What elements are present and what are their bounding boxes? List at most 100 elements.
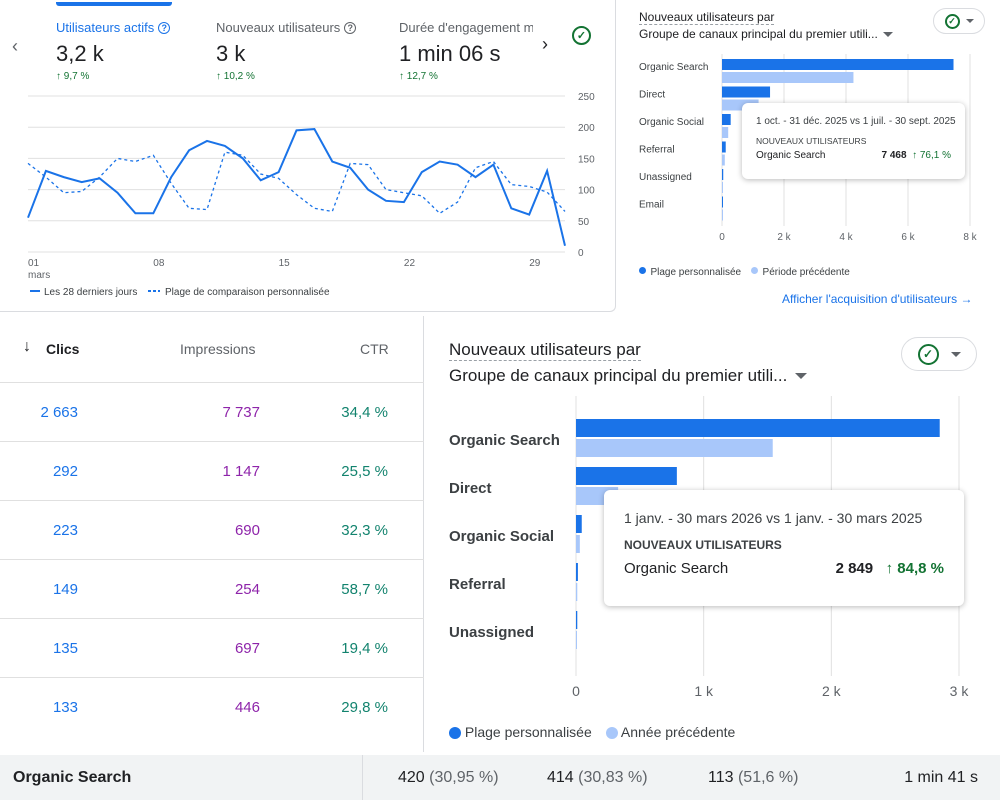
prev-arrow-button[interactable]: ‹ bbox=[12, 36, 18, 56]
cell-ctr: 34,4 % bbox=[341, 404, 388, 421]
bar-previous bbox=[576, 439, 773, 457]
bar-previous bbox=[722, 99, 759, 111]
table-row[interactable]: 133 446 29,8 % bbox=[0, 677, 424, 736]
category-label: Unassigned bbox=[639, 172, 692, 183]
legend-current: Plage personnalisée bbox=[449, 724, 592, 740]
big-bar-panel: Nouveaux utilisateurs par Groupe de cana… bbox=[430, 316, 1000, 752]
cell-clics: 133 bbox=[52, 699, 78, 716]
sort-desc-icon[interactable]: ↓ bbox=[23, 338, 31, 355]
help-icon[interactable]: ? bbox=[344, 21, 357, 34]
metric-label: Durée d'engagement m bbox=[399, 20, 533, 35]
legend-label-current: Les 28 derniers jours bbox=[44, 287, 137, 298]
row-value-4: 1 min 41 s bbox=[904, 769, 978, 786]
bar-current bbox=[722, 114, 731, 125]
legend-label-comparison: Plage de comparaison personnalisée bbox=[165, 287, 330, 298]
legend-current: Plage personnalisée bbox=[639, 262, 741, 280]
header-impressions[interactable]: Impressions bbox=[180, 341, 256, 357]
tooltip-delta: ↑ 76,1 % bbox=[912, 150, 951, 161]
category-label: Referral bbox=[639, 145, 675, 156]
bar-current bbox=[576, 467, 677, 485]
metric-value: 3 k bbox=[216, 41, 246, 66]
big-legend: Plage personnalisée Année précédente bbox=[449, 724, 735, 740]
y-tick-label: 250 bbox=[578, 92, 595, 103]
dimension-dropdown[interactable]: Groupe de canaux principal du premier ut… bbox=[639, 27, 893, 41]
caret-down-icon bbox=[965, 19, 974, 23]
cell-clics: 149 bbox=[52, 581, 78, 598]
x-tick-label: 0 bbox=[719, 232, 725, 243]
table-row[interactable]: 223 690 32,3 % bbox=[0, 500, 424, 559]
bar-current bbox=[722, 141, 726, 153]
active-metric-indicator bbox=[56, 2, 172, 6]
metric-active-users[interactable]: Utilisateurs actifs? 3,2 k ↑ 9,7 % bbox=[56, 20, 171, 82]
caret-down-icon bbox=[950, 351, 961, 357]
arrow-right-icon: → bbox=[960, 292, 973, 306]
small-tooltip: 1 oct. - 31 déc. 2025 vs 1 juil. - 30 se… bbox=[742, 103, 965, 179]
summary-row[interactable]: Organic Search 420 (30,95 %) 414 (30,83 … bbox=[0, 755, 1000, 800]
table-row[interactable]: 149 254 58,7 % bbox=[0, 559, 424, 618]
small-legend: Plage personnalisée Période précédente bbox=[639, 262, 850, 280]
check-icon: ✓ bbox=[917, 343, 939, 365]
x-tick-label: 4 k bbox=[839, 232, 853, 243]
bar-previous bbox=[722, 182, 723, 193]
tooltip-value: 2 849 bbox=[835, 560, 874, 577]
cell-impressions: 697 bbox=[234, 640, 260, 657]
category-label: Unassigned bbox=[449, 624, 534, 641]
category-label: Direct bbox=[449, 480, 492, 497]
tooltip-heading: NOUVEAUX UTILISATEURS bbox=[624, 538, 782, 552]
panel-title-line1: Nouveaux utilisateurs par bbox=[449, 340, 641, 361]
header-clics[interactable]: Clics bbox=[46, 341, 80, 357]
x-tick-label: 01 bbox=[28, 258, 40, 269]
row-value-3: 113 (51,6 %) bbox=[708, 769, 799, 786]
cell-ctr: 19,4 % bbox=[341, 640, 388, 657]
cell-impressions: 7 737 bbox=[222, 404, 260, 421]
line-chart: 0 50 100 150 200 250 01 08 15 22 29 mars Les 28 dern… bbox=[27, 92, 595, 298]
bar-current bbox=[576, 515, 582, 533]
next-arrow-button[interactable]: › bbox=[542, 34, 548, 54]
metric-engagement[interactable]: Durée d'engagement m 1 min 06 s ↑ 12,7 % bbox=[399, 20, 533, 82]
legend-dot-current bbox=[449, 727, 461, 740]
caret-down-icon bbox=[795, 373, 808, 379]
dimension-label: Groupe de canaux principal du premier ut… bbox=[449, 366, 788, 385]
category-label: Organic Search bbox=[639, 62, 708, 73]
x-tick-label: 1 k bbox=[694, 683, 714, 699]
header-ctr[interactable]: CTR bbox=[360, 341, 389, 357]
metric-new-users[interactable]: Nouveaux utilisateurs? 3 k ↑ 10,2 % bbox=[216, 20, 357, 82]
view-acquisition-link[interactable]: Afficher l'acquisition d'utilisateurs → bbox=[782, 292, 973, 306]
metric-value: 1 min 06 s bbox=[399, 41, 501, 66]
cell-impressions: 446 bbox=[234, 699, 260, 716]
tooltip-label: Organic Search bbox=[756, 150, 826, 161]
bar-current bbox=[722, 86, 771, 98]
metric-label: Utilisateurs actifs bbox=[56, 20, 155, 35]
bar-previous bbox=[576, 631, 577, 649]
x-tick-label: 3 k bbox=[950, 683, 970, 699]
help-icon[interactable]: ? bbox=[158, 21, 171, 34]
panel-title-line1: Nouveaux utilisateurs par bbox=[639, 10, 775, 25]
x-tick-label: 0 bbox=[572, 683, 580, 699]
row-value-1: 420 (30,95 %) bbox=[398, 769, 499, 786]
table-row[interactable]: 135 697 19,4 % bbox=[0, 618, 424, 677]
cell-ctr: 25,5 % bbox=[341, 463, 388, 480]
compare-toggle-button[interactable]: ✓ bbox=[933, 8, 985, 34]
legend-dot-previous bbox=[605, 727, 618, 740]
cell-impressions: 254 bbox=[234, 581, 260, 598]
cell-impressions: 690 bbox=[234, 522, 260, 539]
check-icon[interactable]: ✓ bbox=[572, 26, 591, 45]
x-tick-label: 15 bbox=[279, 258, 291, 269]
tooltip-period: 1 janv. - 30 mars 2026 vs 1 janv. - 30 m… bbox=[624, 510, 923, 526]
check-icon: ✓ bbox=[944, 13, 960, 29]
search-console-table: ↓ Clics Impressions CTR 2 663 7 737 34,4… bbox=[0, 316, 424, 752]
compare-toggle-button[interactable]: ✓ bbox=[901, 337, 977, 371]
table-row[interactable]: 2 663 7 737 34,4 % bbox=[0, 382, 424, 441]
table-row[interactable]: 292 1 147 25,5 % bbox=[0, 441, 424, 500]
legend-dot-previous bbox=[751, 267, 759, 275]
tooltip-delta: ↑ 84,8 % bbox=[885, 560, 944, 577]
category-label: Organic Social bbox=[449, 528, 554, 545]
dimension-dropdown[interactable]: Groupe de canaux principal du premier ut… bbox=[449, 366, 808, 386]
legend-dot-current bbox=[639, 267, 646, 275]
bar-previous bbox=[722, 154, 725, 166]
bar-previous bbox=[576, 583, 578, 601]
big-bar-chart: 0 1 k 2 k 3 k Organic Search Direct Organic So… bbox=[449, 396, 970, 699]
bar-current bbox=[576, 563, 578, 581]
cell-ctr: 58,7 % bbox=[341, 581, 388, 598]
metric-delta: ↑ 12,7 % bbox=[399, 71, 438, 82]
